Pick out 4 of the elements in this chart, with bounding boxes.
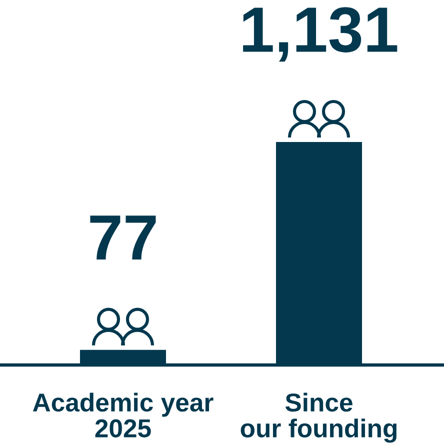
data-label: 1,131 xyxy=(243,7,398,62)
data-label: 77 xyxy=(90,216,156,260)
x-tick-label: Since our founding xyxy=(240,392,396,443)
x-tick-label: Academic year 2025 xyxy=(32,392,214,438)
